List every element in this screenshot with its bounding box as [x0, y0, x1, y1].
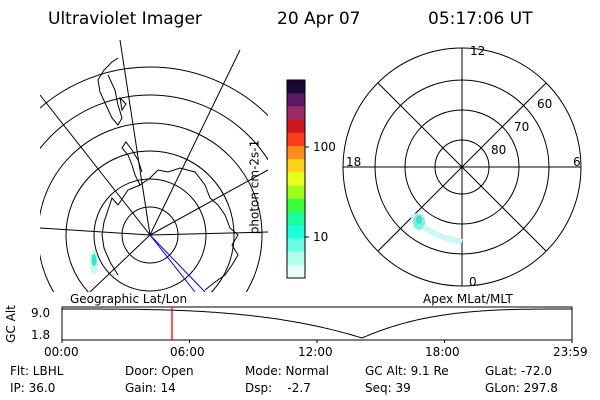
info-dsp: Dsp: -2.7: [245, 381, 311, 395]
colorbar-segment: [287, 159, 305, 173]
color-bar: [287, 80, 305, 279]
info-gain: Gain: 14: [125, 381, 176, 395]
timeline-xtick-0600: 06:00: [170, 345, 205, 359]
info-filter: Flt: LBHL: [10, 364, 64, 378]
colorbar-segment: [287, 238, 305, 253]
timeline-xtick-1800: 18:00: [425, 345, 460, 359]
geo-map-label: Geographic Lat/Lon: [70, 292, 188, 306]
timeline-axis-label: GC Alt: [3, 305, 18, 343]
geographic-map: [40, 40, 268, 292]
info-seq: Seq: 39: [365, 381, 411, 395]
info-mode: Mode: Normal: [245, 364, 329, 378]
geo-aurora-patch: [90, 250, 98, 274]
mlt-label-12: 12: [470, 44, 486, 58]
colorbar-segment: [287, 93, 305, 107]
colorbar-segment: [287, 80, 305, 94]
mlat-label-60: 60: [537, 97, 553, 111]
terminator-line: [149, 234, 206, 292]
timeline-xtick-1200: 12:00: [298, 345, 333, 359]
mlt-label-18: 18: [346, 155, 362, 169]
timeline-ytick-9: 9.0: [31, 306, 51, 320]
info-gc-alt: GC Alt: 9.1 Re: [365, 364, 449, 378]
colorbar-segment: [287, 225, 305, 239]
colorbar-segment: [287, 198, 305, 213]
colorbar-segment: [287, 106, 305, 121]
mlt-label-0: 0: [469, 275, 477, 289]
timeline-xtick-2359: 23:59: [553, 345, 588, 359]
header-date: 20 Apr 07: [277, 9, 361, 29]
colorbar-tick-10: 10: [313, 230, 329, 244]
instrument-title: Ultraviolet Imager: [48, 9, 202, 29]
polar-plot: [342, 47, 582, 287]
info-door: Door: Open: [125, 364, 194, 378]
colorbar-segment: [287, 212, 305, 226]
info-glon: GLon: 297.8: [485, 381, 558, 395]
mlt-label-6: 6: [573, 155, 581, 169]
colorbar-segment: [287, 185, 305, 200]
colorbar-segment: [287, 132, 305, 147]
antarctica-coastline: [101, 167, 239, 291]
info-ip: IP: 36.0: [10, 381, 56, 395]
info-glat: GLat: -72.0: [485, 364, 552, 378]
timeline-ytick-1.8: 1.8: [31, 328, 51, 342]
colorbar-segment: [287, 251, 305, 266]
timeline-xtick-0000: 00:00: [44, 345, 79, 359]
header-time: 05:17:06 UT: [428, 9, 533, 29]
colorbar-segment: [287, 119, 305, 134]
polar-plot-label: Apex MLat/MLT: [423, 292, 513, 306]
timeline-plot: [61, 306, 573, 343]
colorbar-tick-100: 100: [313, 140, 336, 154]
colorbar-unit-label: photon cm-2s-1: [247, 139, 262, 235]
polar-aurora-arc: [409, 212, 463, 245]
mlat-label-80: 80: [491, 143, 507, 157]
colorbar-segment: [287, 172, 305, 187]
colorbar-segment: [287, 264, 305, 279]
south-america-coastline: [97, 57, 123, 126]
colorbar-segment: [287, 146, 305, 160]
mlat-label-70: 70: [514, 120, 530, 134]
